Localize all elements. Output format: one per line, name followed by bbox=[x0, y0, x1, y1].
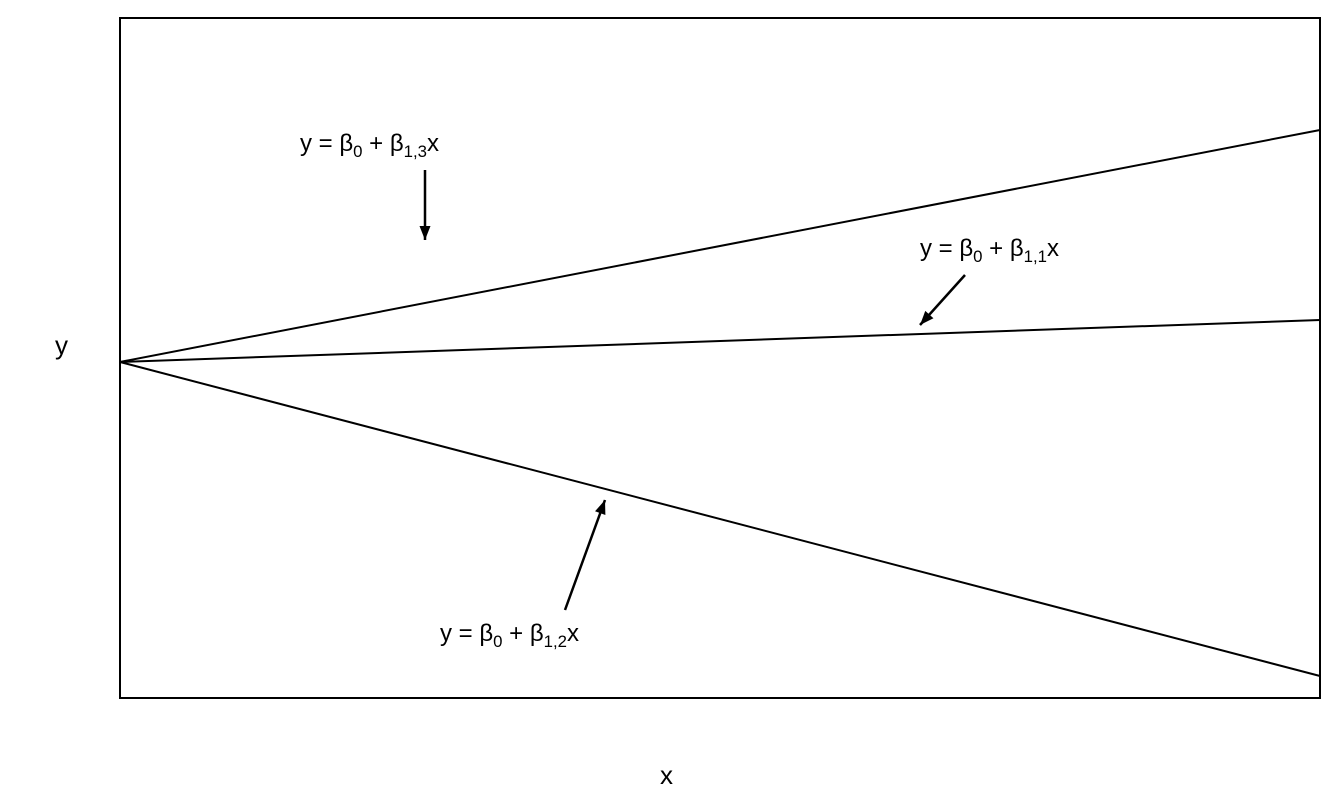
annotation-line1: y = β0 + β1,1x bbox=[920, 235, 1059, 267]
chart-svg bbox=[0, 0, 1344, 806]
annotation-line3: y = β0 + β1,3x bbox=[300, 130, 439, 162]
x-axis-label: x bbox=[660, 760, 673, 791]
arrow bbox=[920, 275, 965, 325]
line2 bbox=[120, 362, 1320, 676]
plot-border bbox=[120, 18, 1320, 698]
arrow bbox=[420, 170, 431, 240]
annotation-line2: y = β0 + β1,2x bbox=[440, 620, 579, 652]
arrow bbox=[565, 500, 605, 610]
chart-container: y x y = β0 + β1,3x y = β0 + β1,1x y = β0… bbox=[0, 0, 1344, 806]
y-axis-label: y bbox=[55, 330, 68, 361]
